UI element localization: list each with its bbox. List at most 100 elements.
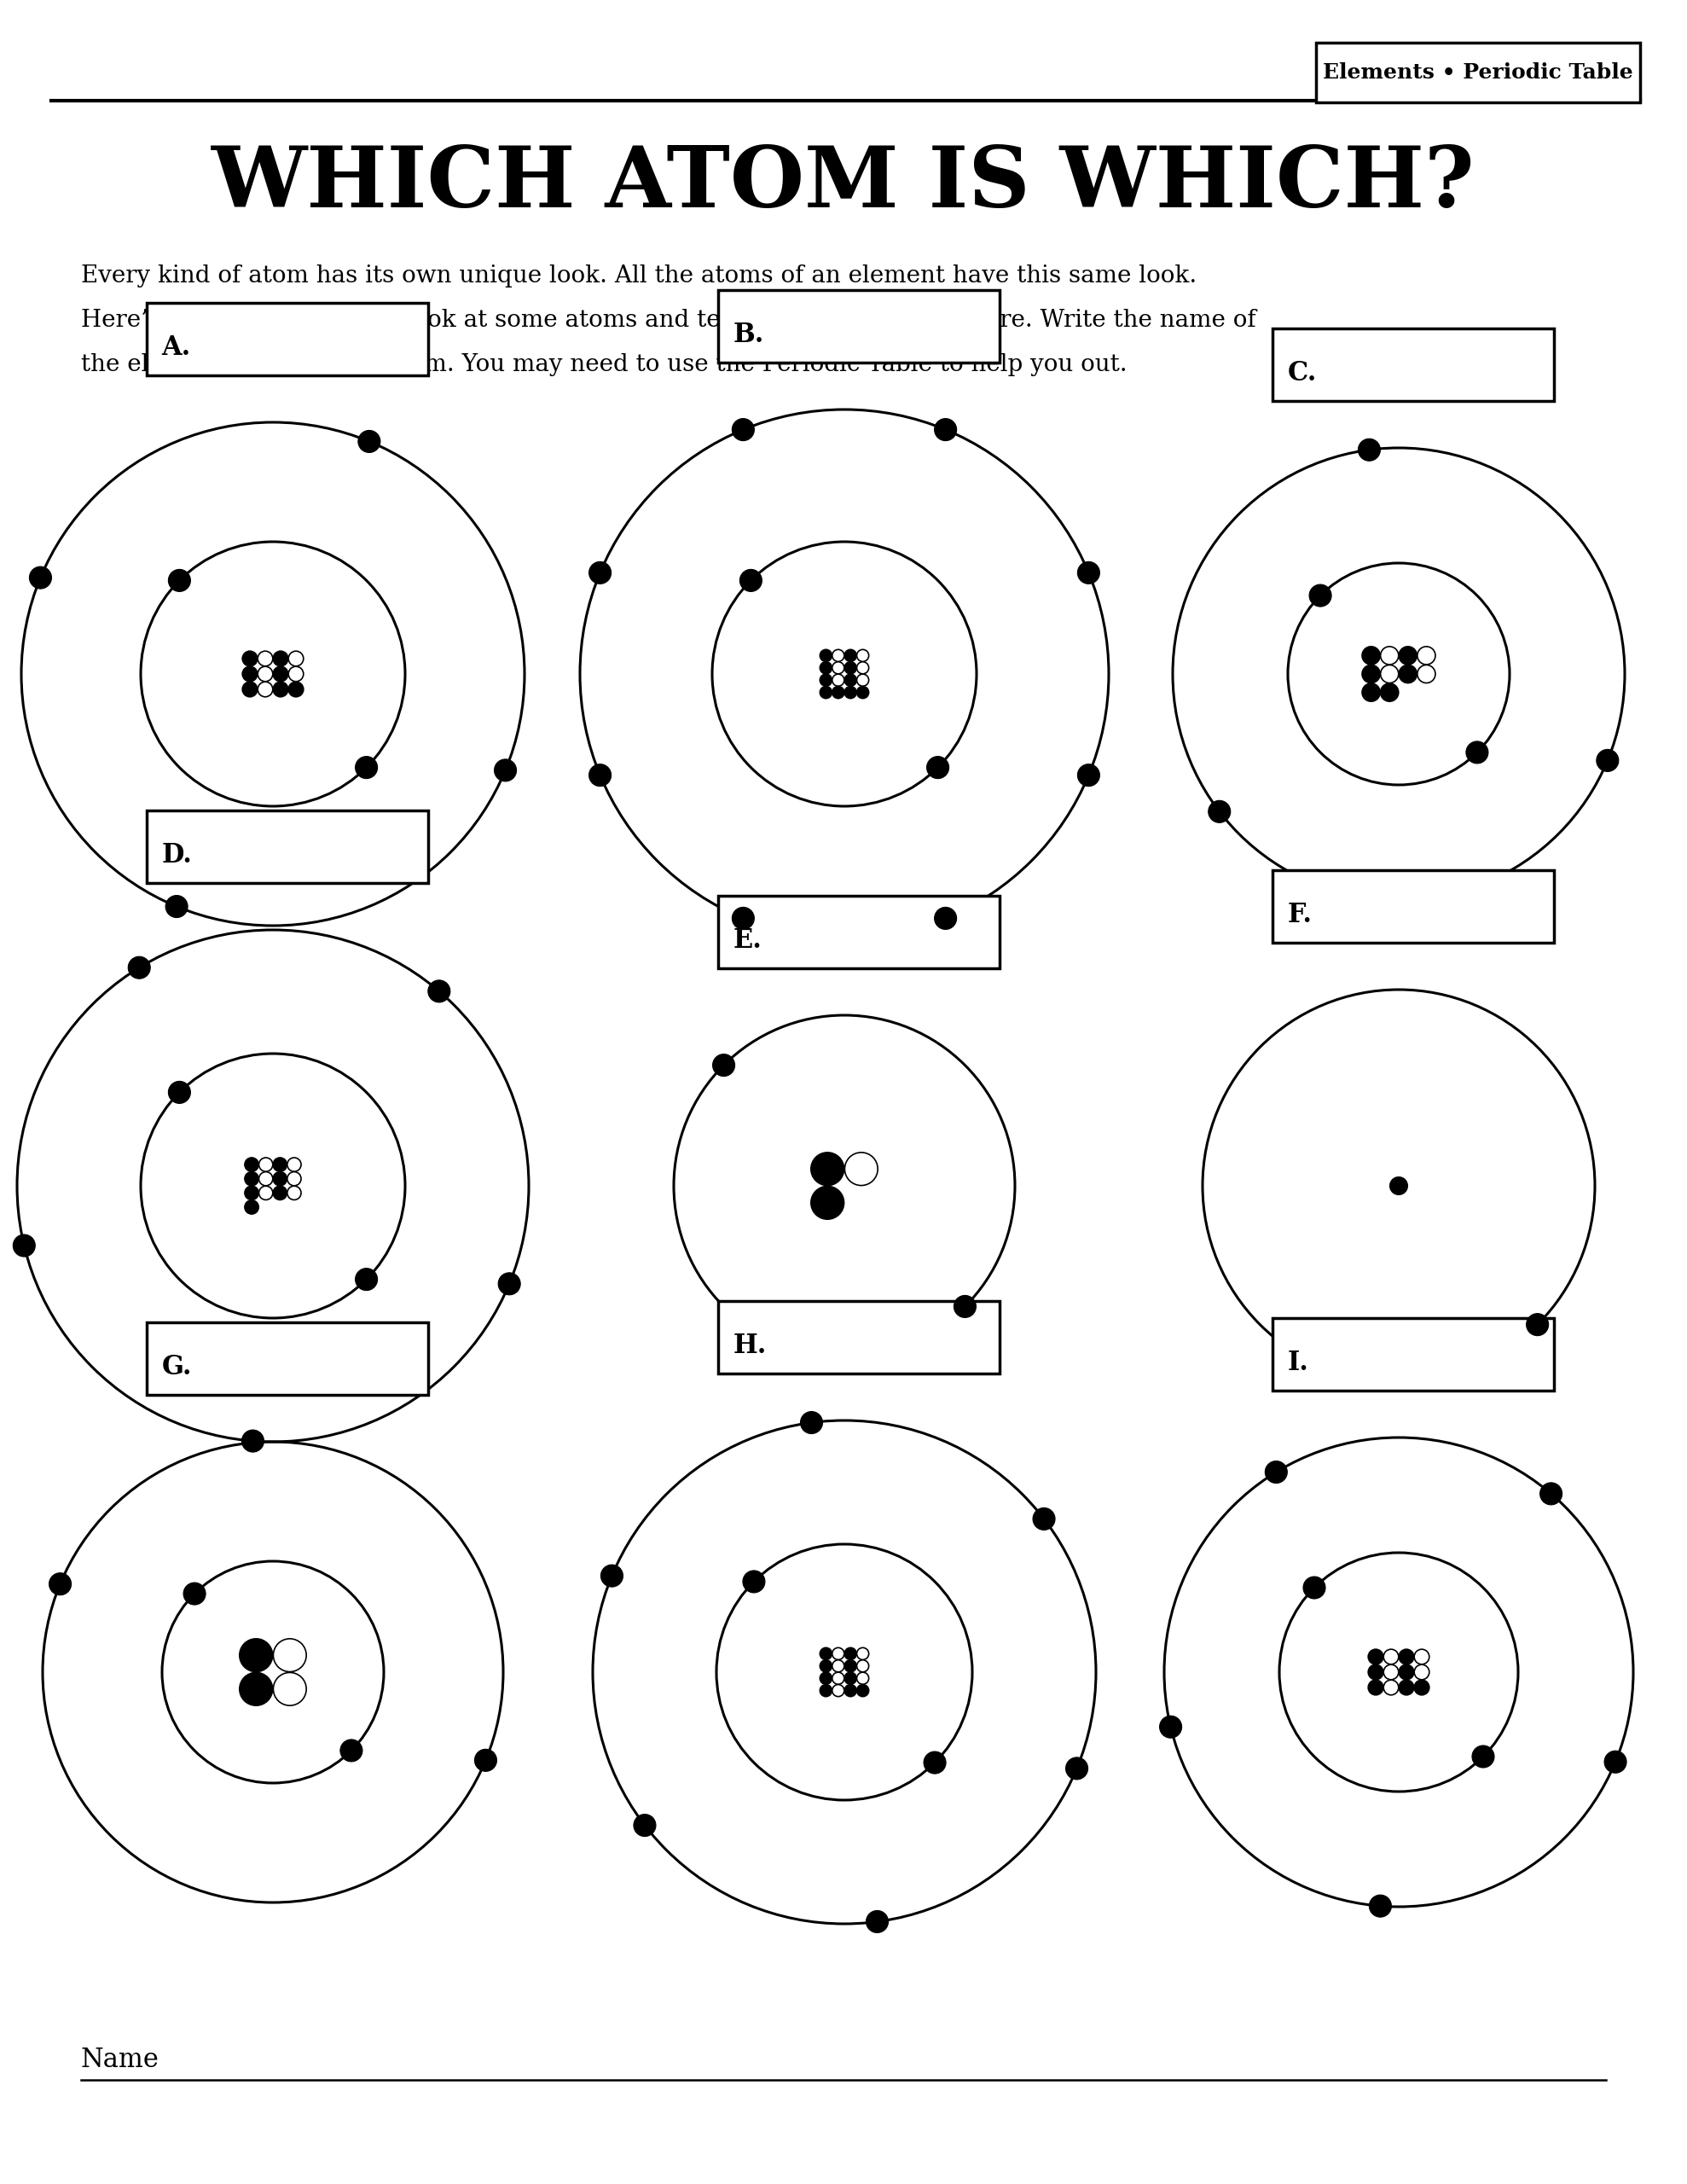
Circle shape	[245, 1173, 258, 1186]
Circle shape	[1399, 1679, 1414, 1695]
Bar	[147, 1321, 428, 1396]
Circle shape	[245, 1201, 258, 1214]
Circle shape	[241, 1431, 263, 1452]
Circle shape	[845, 1660, 857, 1673]
Circle shape	[857, 675, 869, 686]
Circle shape	[1304, 1577, 1326, 1599]
Circle shape	[1159, 1717, 1183, 1738]
Circle shape	[1414, 1679, 1429, 1695]
Circle shape	[273, 1638, 307, 1671]
Circle shape	[1358, 439, 1380, 461]
Circle shape	[820, 1660, 832, 1673]
Circle shape	[832, 1647, 844, 1660]
Bar	[717, 290, 999, 363]
Circle shape	[845, 1647, 857, 1660]
Circle shape	[428, 981, 450, 1002]
Circle shape	[1370, 1896, 1392, 1918]
Circle shape	[832, 675, 844, 686]
Text: the element next to each atom. You may need to use the Periodic Table to help yo: the element next to each atom. You may n…	[81, 354, 1127, 376]
Circle shape	[832, 686, 844, 699]
Circle shape	[857, 1660, 869, 1673]
Circle shape	[820, 675, 832, 686]
Bar	[1272, 328, 1554, 402]
Circle shape	[287, 1186, 300, 1199]
Circle shape	[1383, 1664, 1399, 1679]
Circle shape	[832, 1673, 844, 1684]
Circle shape	[820, 1647, 832, 1660]
Circle shape	[1066, 1758, 1088, 1780]
Circle shape	[1417, 646, 1436, 664]
Circle shape	[258, 666, 273, 681]
Circle shape	[800, 1411, 823, 1433]
Circle shape	[288, 651, 304, 666]
Circle shape	[601, 1564, 623, 1588]
Circle shape	[287, 1173, 300, 1186]
Circle shape	[924, 1752, 946, 1773]
Text: D.: D.	[162, 843, 192, 869]
Circle shape	[243, 666, 258, 681]
Circle shape	[845, 1153, 877, 1186]
Circle shape	[935, 906, 957, 930]
Circle shape	[811, 1186, 844, 1219]
Text: Here’s a chance for you to look at some atoms and tell what elements they are. W: Here’s a chance for you to look at some …	[81, 308, 1257, 332]
Circle shape	[732, 419, 754, 441]
Circle shape	[356, 1269, 378, 1291]
Circle shape	[128, 957, 150, 978]
Circle shape	[288, 681, 304, 697]
Circle shape	[243, 681, 258, 697]
Circle shape	[474, 1749, 496, 1771]
Circle shape	[865, 1911, 889, 1933]
Circle shape	[1417, 664, 1436, 684]
Bar	[717, 895, 999, 968]
Circle shape	[820, 1673, 832, 1684]
Circle shape	[1078, 561, 1100, 583]
Circle shape	[820, 662, 832, 675]
Circle shape	[273, 666, 288, 681]
Circle shape	[258, 1158, 273, 1171]
Circle shape	[1399, 664, 1417, 684]
Circle shape	[1361, 684, 1380, 701]
Circle shape	[1380, 664, 1399, 684]
Circle shape	[857, 662, 869, 675]
Circle shape	[1380, 646, 1399, 664]
Text: B.: B.	[734, 321, 764, 347]
Circle shape	[845, 675, 857, 686]
Circle shape	[1473, 1745, 1495, 1767]
Circle shape	[1414, 1664, 1429, 1679]
Text: F.: F.	[1287, 902, 1312, 928]
Circle shape	[832, 1660, 844, 1673]
Circle shape	[29, 566, 52, 590]
Circle shape	[712, 1055, 736, 1077]
Text: E.: E.	[734, 928, 763, 954]
Circle shape	[1368, 1664, 1383, 1679]
Circle shape	[857, 1684, 869, 1697]
Circle shape	[1383, 1679, 1399, 1695]
Circle shape	[358, 430, 380, 452]
Circle shape	[1399, 1649, 1414, 1664]
Circle shape	[935, 419, 957, 441]
Circle shape	[589, 561, 611, 583]
Circle shape	[356, 756, 378, 778]
Circle shape	[1527, 1313, 1549, 1337]
Circle shape	[820, 649, 832, 662]
Bar	[1272, 869, 1554, 943]
Circle shape	[589, 764, 611, 786]
Circle shape	[288, 666, 304, 681]
Circle shape	[926, 756, 948, 778]
Circle shape	[273, 681, 288, 697]
Circle shape	[732, 906, 754, 930]
Circle shape	[273, 1158, 287, 1171]
Circle shape	[953, 1295, 977, 1317]
Circle shape	[845, 686, 857, 699]
Circle shape	[498, 1273, 520, 1295]
Circle shape	[832, 649, 844, 662]
Text: C.: C.	[1287, 360, 1318, 387]
Circle shape	[273, 651, 288, 666]
Circle shape	[811, 1153, 844, 1186]
Circle shape	[1414, 1649, 1429, 1664]
Circle shape	[857, 1647, 869, 1660]
Circle shape	[832, 1684, 844, 1697]
Circle shape	[1399, 1664, 1414, 1679]
Bar	[147, 304, 428, 376]
Circle shape	[1596, 749, 1618, 771]
